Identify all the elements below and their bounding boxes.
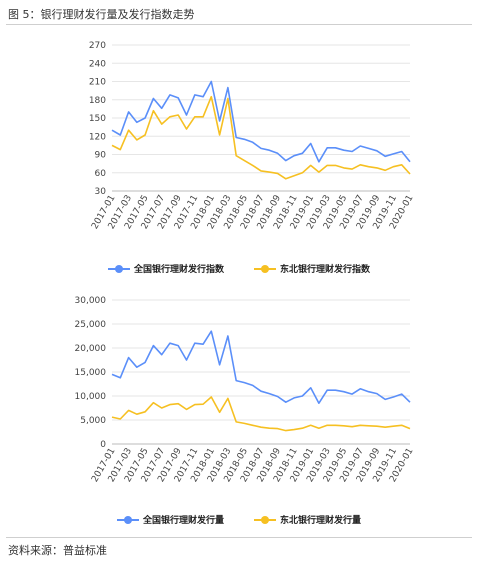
volume-y-tick-label: 20,000: [75, 344, 107, 354]
legend-national-volume-marker: [116, 515, 139, 524]
index-y-tick-label: 150: [89, 114, 106, 124]
legend-northeast-volume-label: 东北银行理财发行量: [280, 516, 362, 526]
index-y-tick-label: 240: [89, 59, 106, 69]
legend-item-northeast-volume[interactable]: 东北银行理财发行量: [254, 513, 361, 526]
index-series-line-northeast: [111, 95, 411, 180]
index-legend: 全国银行理财发行指数 东北银行理财发行指数: [0, 262, 478, 275]
volume-y-tick-label: 10,000: [75, 392, 107, 402]
index-y-tick-label: 210: [89, 78, 106, 88]
title-divider: [6, 24, 472, 25]
legend-northeast-index-label: 东北银行理财发行指数: [280, 265, 371, 275]
legend-item-northeast-index[interactable]: 东北银行理财发行指数: [254, 262, 370, 275]
legend-item-national-index[interactable]: 全国银行理财发行指数: [107, 262, 224, 275]
legend-northeast-marker: [254, 264, 276, 273]
legend-national-volume-label: 全国银行理财发行量: [142, 516, 224, 526]
index-y-tick-label: 180: [89, 96, 106, 106]
issuance-volume-chart: 05,00010,00015,00020,00025,00030,0002017…: [75, 296, 416, 484]
volume-y-tick-label: 30,000: [75, 296, 107, 306]
legend-national-index-label: 全国银行理财发行指数: [133, 265, 224, 275]
index-y-tick-label: 60: [95, 169, 107, 179]
legend-northeast-volume-marker: [254, 515, 276, 524]
volume-y-tick-label: 5,000: [80, 416, 106, 426]
index-y-tick-label: 270: [89, 41, 106, 51]
legend-item-national-volume[interactable]: 全国银行理财发行量: [116, 513, 224, 526]
volume-series-line-northeast: [111, 396, 411, 432]
volume-y-tick-label: 25,000: [75, 320, 107, 330]
index-y-tick-label: 30: [95, 187, 107, 197]
source-divider: [6, 537, 472, 538]
index-y-tick-label: 90: [95, 151, 107, 161]
volume-y-tick-label: 0: [100, 440, 106, 450]
source-note: 资料来源：普益标准: [8, 544, 107, 557]
volume-series-line-national: [111, 330, 411, 404]
figure-title: 图 5：银行理财发行量及发行指数走势: [8, 8, 195, 21]
legend-national-marker: [107, 264, 130, 273]
volume-y-tick-label: 15,000: [75, 368, 107, 378]
issuance-index-chart: 3060901201501802102402702017-012017-0320…: [89, 41, 416, 231]
volume-legend: 全国银行理财发行量 东北银行理财发行量: [0, 513, 478, 526]
index-series-line-national: [111, 80, 411, 163]
index-y-tick-label: 120: [89, 132, 106, 142]
